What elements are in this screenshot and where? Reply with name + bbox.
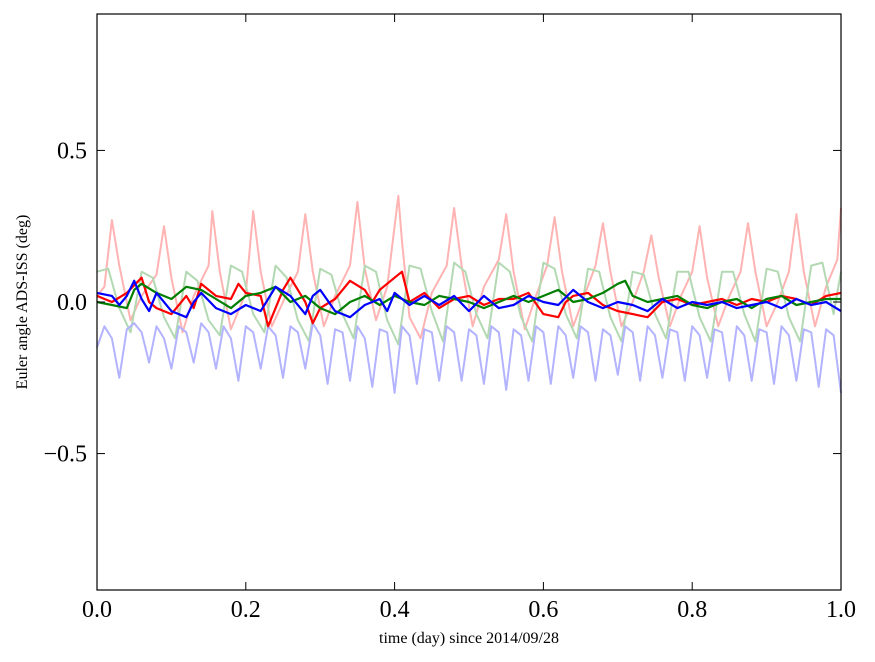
y-axis: −0.5 0.0 0.5 <box>43 138 841 468</box>
series-line-6 <box>96 279 842 319</box>
x-tick-label: 0.6 <box>528 597 558 623</box>
x-tick-label: 1.0 <box>826 597 856 623</box>
y-tick-label: 0.0 <box>57 290 87 316</box>
x-axis: 0.0 0.2 0.4 0.6 0.8 1.0 <box>82 14 856 623</box>
x-axis-label: time (day) since 2014/09/28 <box>379 630 559 647</box>
series-layer <box>96 194 842 394</box>
series-line-3 <box>96 322 842 394</box>
x-tick-label: 0.8 <box>677 597 707 623</box>
x-tick-label: 0.4 <box>380 597 410 623</box>
y-tick-label: −0.5 <box>43 442 87 468</box>
series-line-5 <box>96 279 841 316</box>
x-tick-label: 0.0 <box>82 597 112 623</box>
series-line-2 <box>96 261 842 346</box>
y-axis-label: Euler angle ADS-ISS (deg) <box>14 215 31 390</box>
series-line-1 <box>96 194 842 340</box>
y-tick-label: 0.5 <box>57 138 87 164</box>
x-tick-label: 0.2 <box>231 597 261 623</box>
